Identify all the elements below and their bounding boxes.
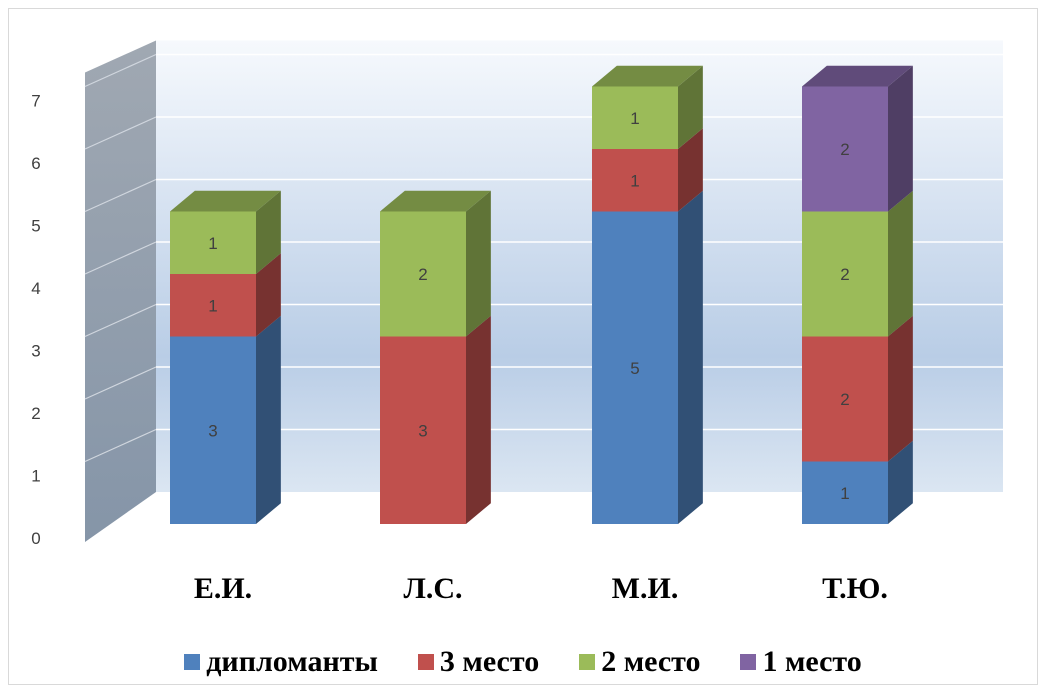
legend-item: дипломанты [184,645,378,679]
bar-top [802,65,913,87]
y-tick-label: 4 [31,279,40,298]
bar-segment [380,336,466,524]
legend-swatch [417,654,434,670]
bar-segment-side [888,190,913,337]
legend-label: 1 место [762,645,862,678]
y-tick-label: 1 [31,467,40,486]
data-label: 2 [418,265,427,284]
data-label: 2 [840,265,849,284]
data-label: 1 [208,234,217,253]
bar-segment [170,336,256,524]
y-tick-label: 7 [31,92,40,111]
gridline-side [84,366,157,400]
bar-segment [592,86,678,149]
x-axis-categories: Е.И. Л.С. М.И. Т.Ю. [194,572,888,605]
legend-label: 2 место [601,645,701,678]
bar-segment-side [678,128,703,212]
data-label: 3 [418,421,427,440]
legend-swatch [184,654,201,670]
gridline-side [84,303,157,338]
legend-item: 3 место [417,645,540,679]
bar-segment [170,274,256,337]
category-label: М.И. [612,572,679,605]
data-label: 1 [630,109,639,128]
bar-segment [802,86,888,212]
bar-segment [802,461,888,524]
bar-segment-side [888,65,913,212]
gridline-side [84,428,157,463]
legend: дипломанты 3 место 2 место 1 место [0,640,1046,684]
category-label: Т.Ю. [822,572,888,605]
data-label: 2 [840,390,849,409]
bar-segment [802,211,888,337]
gridline-side [84,53,157,88]
bar-stack: 5 1 1 [592,65,703,524]
y-tick-label: 6 [31,154,40,173]
legend-swatch [579,654,596,670]
data-label: 3 [208,421,217,440]
side-wall [85,40,156,542]
gridline-side [84,241,157,275]
bar-segment [592,211,678,524]
bar-segment-side [678,65,703,149]
legend-label: 3 место [439,645,540,678]
bar-segment [592,149,678,212]
y-tick-label: 2 [31,404,40,423]
legend-item: 2 место [579,645,700,679]
bar-segment-side [888,315,913,462]
bar-segment-side [256,315,281,524]
data-label: 1 [630,171,639,190]
bar-top [170,190,281,212]
data-label: 5 [630,359,639,378]
bar-segment [170,211,256,274]
bar-segment [380,211,466,337]
bar-stack: 3 1 1 [170,190,281,524]
legend-item: 1 место [740,645,862,679]
bar-stack: 32 [380,190,491,524]
bar-top [592,65,703,87]
category-label: Е.И. [194,572,252,605]
data-label: 2 [840,140,849,159]
bar-segment-side [256,190,281,274]
y-tick-label: 3 [31,342,40,361]
bar-segment [802,336,888,462]
legend-swatch [740,654,757,670]
gridline-side [84,178,157,213]
bar-segment-side [888,440,913,524]
bar-segment-side [466,190,491,337]
gridline-side [84,116,157,150]
data-label: 1 [208,296,217,315]
y-tick-label: 5 [31,217,40,236]
bar-top [380,190,491,212]
bar-segment-side [466,315,491,524]
legend-label: дипломанты [206,645,378,678]
bar-segment-side [256,253,281,337]
y-axis-ticks: 0 1 2 3 4 5 6 7 [31,92,40,549]
category-label: Л.С. [403,572,462,605]
bar-stack: 1 2 2 2 [802,65,913,524]
bar-segment-side [678,190,703,524]
data-label: 1 [840,484,849,503]
y-tick-label: 0 [31,529,40,548]
